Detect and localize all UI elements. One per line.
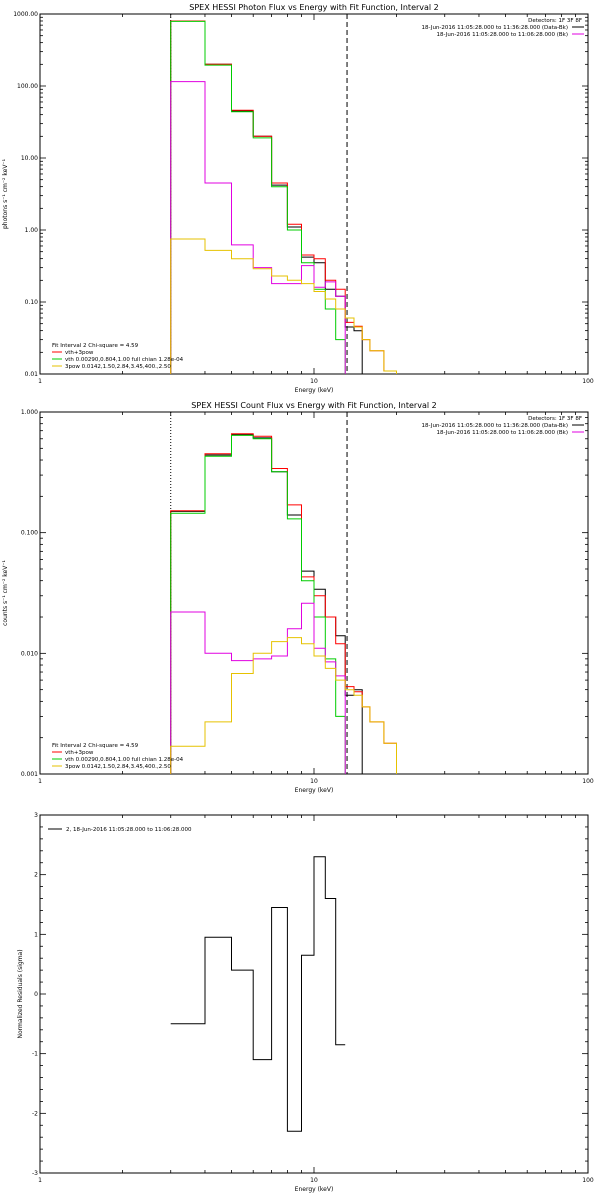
y-tick-label: 2 [34,872,38,879]
x-tick-label: 1 [38,778,42,785]
fit-legend-entry: 3pow 0.0142,1.50,2.84,3.45,400.,2.50 [65,764,171,770]
x-tick-label: 10 [310,1177,318,1184]
y-tick-label: 100.00 [17,83,38,90]
x-tick-label: 1 [38,1177,42,1184]
y-tick-label: 1000.00 [13,11,38,18]
detectors-label: Detectors: 1F 3F 8F [528,416,582,422]
legend-entry: 18-Jun-2016 11:05:28.000 to 11:06:28.000… [436,32,568,38]
y-tick-label: -2 [32,1110,38,1117]
x-axis-label: Energy (keV) [295,387,334,394]
y-tick-label: 0.01 [25,371,39,378]
x-tick-label: 100 [582,378,594,385]
fit-legend-entry: vth+3pow [65,750,94,756]
series-line [170,20,346,374]
series-line [170,20,397,374]
x-axis-label: Energy (keV) [295,1186,334,1193]
y-tick-label: 1.000 [21,409,38,416]
y-tick-label: 0.100 [21,530,38,537]
y-axis-label: photons s⁻¹ cm⁻² keV⁻¹ [2,158,9,229]
y-axis-label: Normalized Residuals (sigma) [17,949,24,1038]
x-tick-label: 1 [38,378,42,385]
y-tick-label: 1 [34,931,38,938]
legend-entry: 18-Jun-2016 11:05:28.000 to 11:36:28.000… [422,423,568,429]
chart-title: SPEX HESSI Photon Flux vs Energy with Fi… [189,3,439,12]
y-tick-label: 0.001 [21,771,38,778]
y-tick-label: -1 [32,1051,38,1058]
legend-entry: 18-Jun-2016 11:05:28.000 to 11:36:28.000… [422,25,568,31]
series-line [170,434,363,774]
legend-entry: 2, 18-Jun-2016 11:05:28.000 to 11:06:28.… [66,827,192,833]
series-line [170,602,346,774]
fit-legend-entry: Fit Interval 2 Chi-square = 4.59 [52,343,139,349]
y-tick-label: 10.00 [21,155,38,162]
photon-flux-chart: SPEX HESSI Photon Flux vs Energy with Fi… [2,3,594,394]
chart-title: SPEX HESSI Count Flux vs Energy with Fit… [191,401,436,410]
detectors-label: Detectors: 1F 3F 8F [528,18,582,24]
x-tick-label: 10 [310,378,318,385]
count-flux-chart: SPEX HESSI Count Flux vs Energy with Fit… [2,401,594,794]
series-line [170,20,363,374]
series-line [170,81,346,374]
series-line [170,238,397,374]
fit-legend-entry: vth+3pow [65,350,94,356]
y-tick-label: 1.00 [25,227,39,234]
y-tick-label: 3 [34,812,38,819]
plot-frame [39,13,589,375]
fit-legend-entry: Fit Interval 2 Chi-square = 4.59 [52,743,139,749]
y-tick-label: 0.010 [21,650,38,657]
series-line [170,637,397,774]
x-tick-label: 100 [582,1177,594,1184]
series-line [170,434,346,774]
x-tick-label: 100 [582,778,594,785]
y-tick-label: 0.10 [25,299,39,306]
series-line [170,856,346,1132]
y-tick-label: 0 [34,991,38,998]
x-tick-label: 10 [310,778,318,785]
residuals-chart: 1 10 100 Energy (keV) -3 -2 -1 0 1 2 3 Normalized R… [17,812,594,1193]
y-tick-label: -3 [32,1170,38,1177]
legend-entry: 18-Jun-2016 11:05:28.000 to 11:06:28.000… [436,430,568,436]
fit-legend-entry: 3pow 0.0142,1.50,2.84,3.45,400.,2.50 [65,364,171,370]
fit-legend-entry: vth 0.00290,0.804,1.00 full chian 1.28e-… [65,357,184,363]
y-axis-label: counts s⁻¹ cm⁻² keV⁻¹ [2,560,9,626]
x-axis-label: Energy (keV) [295,787,334,794]
fit-legend-entry: vth 0.00290,0.804,1.00 full chian 1.28e-… [65,757,184,763]
